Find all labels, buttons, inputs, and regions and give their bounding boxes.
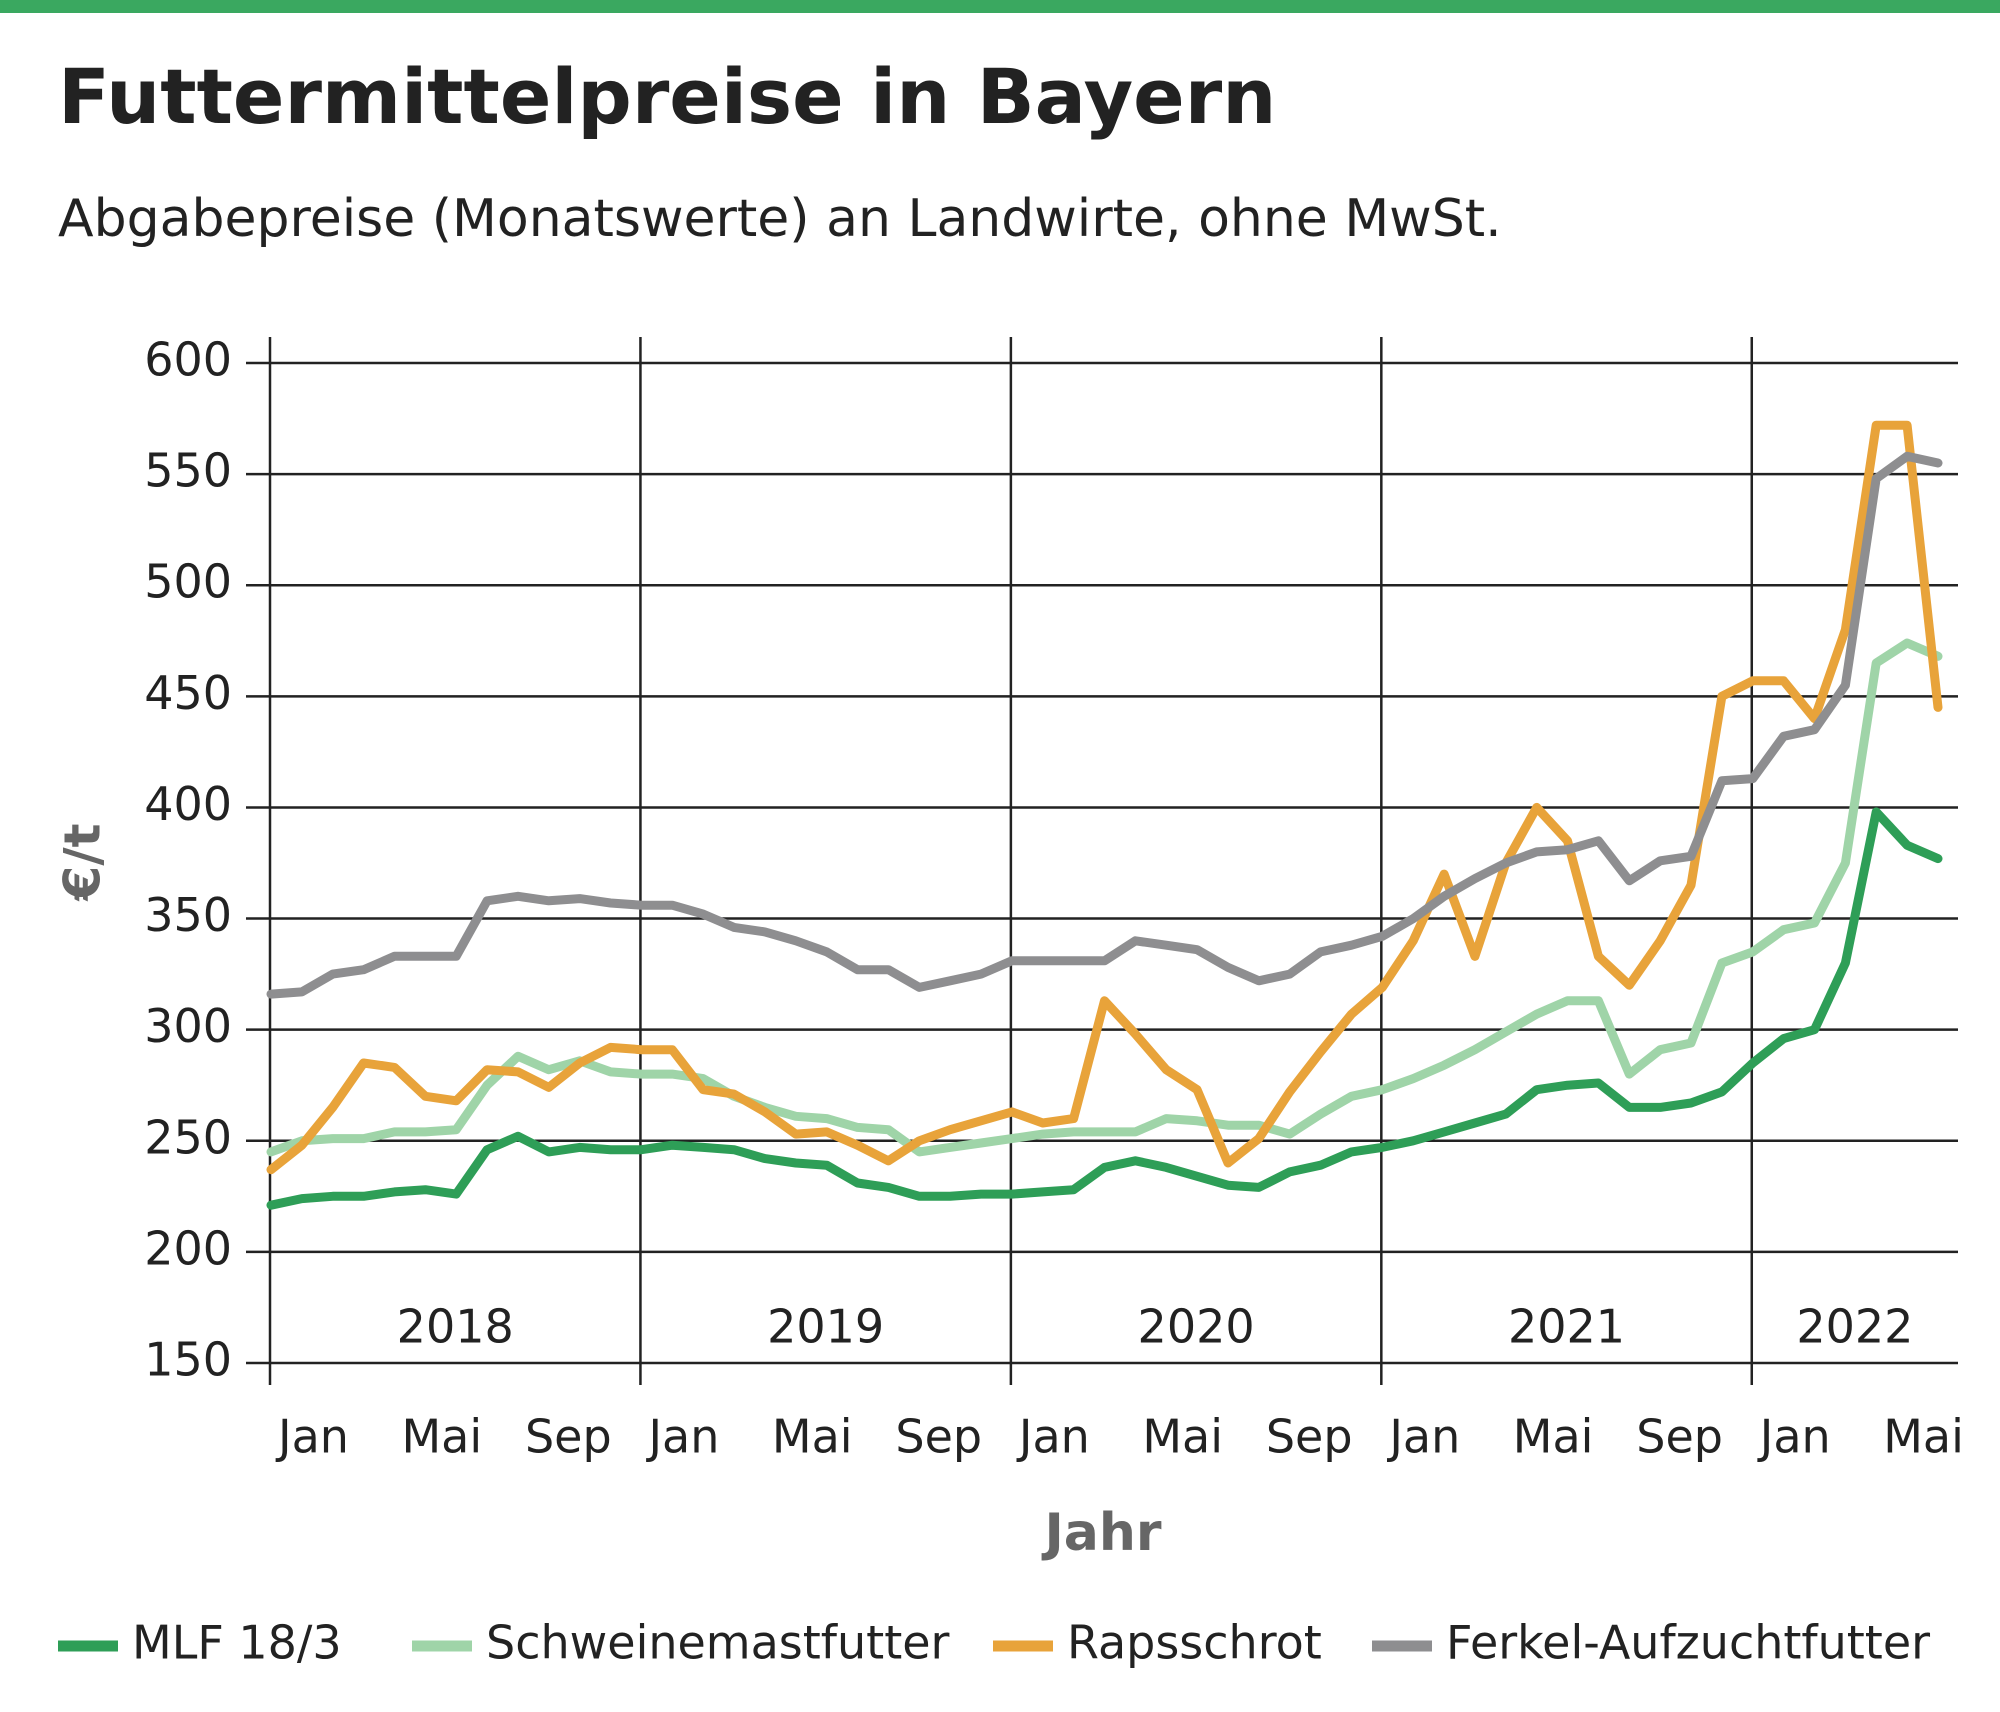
- y-tick-label: 400: [144, 777, 232, 831]
- series-line: [266, 807, 1943, 1210]
- year-label: 2022: [1796, 1300, 1913, 1354]
- x-tick-label: Jan: [645, 1410, 719, 1464]
- y-tick-label: 450: [144, 666, 232, 720]
- series-line: [266, 451, 1943, 999]
- x-tick-label: Jan: [1016, 1410, 1090, 1464]
- y-axis-label: €/t: [54, 824, 112, 902]
- chart-title: Futtermittelpreise in Bayern: [58, 52, 1276, 141]
- x-tick-label: Sep: [525, 1410, 612, 1464]
- y-tick-label: 150: [144, 1333, 232, 1387]
- y-tick-label: 250: [144, 1110, 232, 1164]
- year-label: 2019: [767, 1300, 884, 1354]
- legend-label: Rapsschrot: [1067, 1616, 1322, 1670]
- chart-subtitle: Abgabepreise (Monatswerte) an Landwirte,…: [58, 189, 1502, 249]
- x-tick-label: Sep: [895, 1410, 982, 1464]
- y-tick-label: 300: [144, 999, 232, 1053]
- y-tick-label: 200: [144, 1221, 232, 1275]
- x-tick-label: Mai: [1142, 1410, 1223, 1464]
- y-tick-label: 350: [144, 888, 232, 942]
- y-tick-label: 600: [144, 333, 232, 387]
- y-tick-label: 500: [144, 555, 232, 609]
- year-label: 2021: [1508, 1300, 1625, 1354]
- x-tick-label: Jan: [1386, 1410, 1460, 1464]
- x-tick-label: Jan: [1757, 1410, 1831, 1464]
- year-label: 2020: [1138, 1300, 1255, 1354]
- x-tick-label: Mai: [401, 1410, 482, 1464]
- x-tick-label: Mai: [1883, 1410, 1964, 1464]
- legend-label: Ferkel-Aufzuchtfutter: [1446, 1616, 1930, 1670]
- x-tick-label: Sep: [1266, 1410, 1353, 1464]
- series-line: [266, 638, 1943, 1157]
- x-tick-label: Sep: [1636, 1410, 1723, 1464]
- series-line: [266, 420, 1943, 1175]
- top-bar: [0, 0, 2000, 13]
- year-label: 2018: [397, 1300, 514, 1354]
- legend-label: MLF 18/3: [132, 1616, 342, 1670]
- x-tick-label: Jan: [275, 1410, 349, 1464]
- x-tick-label: Mai: [772, 1410, 853, 1464]
- x-axis-label: Jahr: [1041, 1503, 1161, 1563]
- x-tick-label: Mai: [1513, 1410, 1594, 1464]
- y-tick-label: 550: [144, 444, 232, 498]
- legend-label: Schweinemastfutter: [486, 1616, 950, 1670]
